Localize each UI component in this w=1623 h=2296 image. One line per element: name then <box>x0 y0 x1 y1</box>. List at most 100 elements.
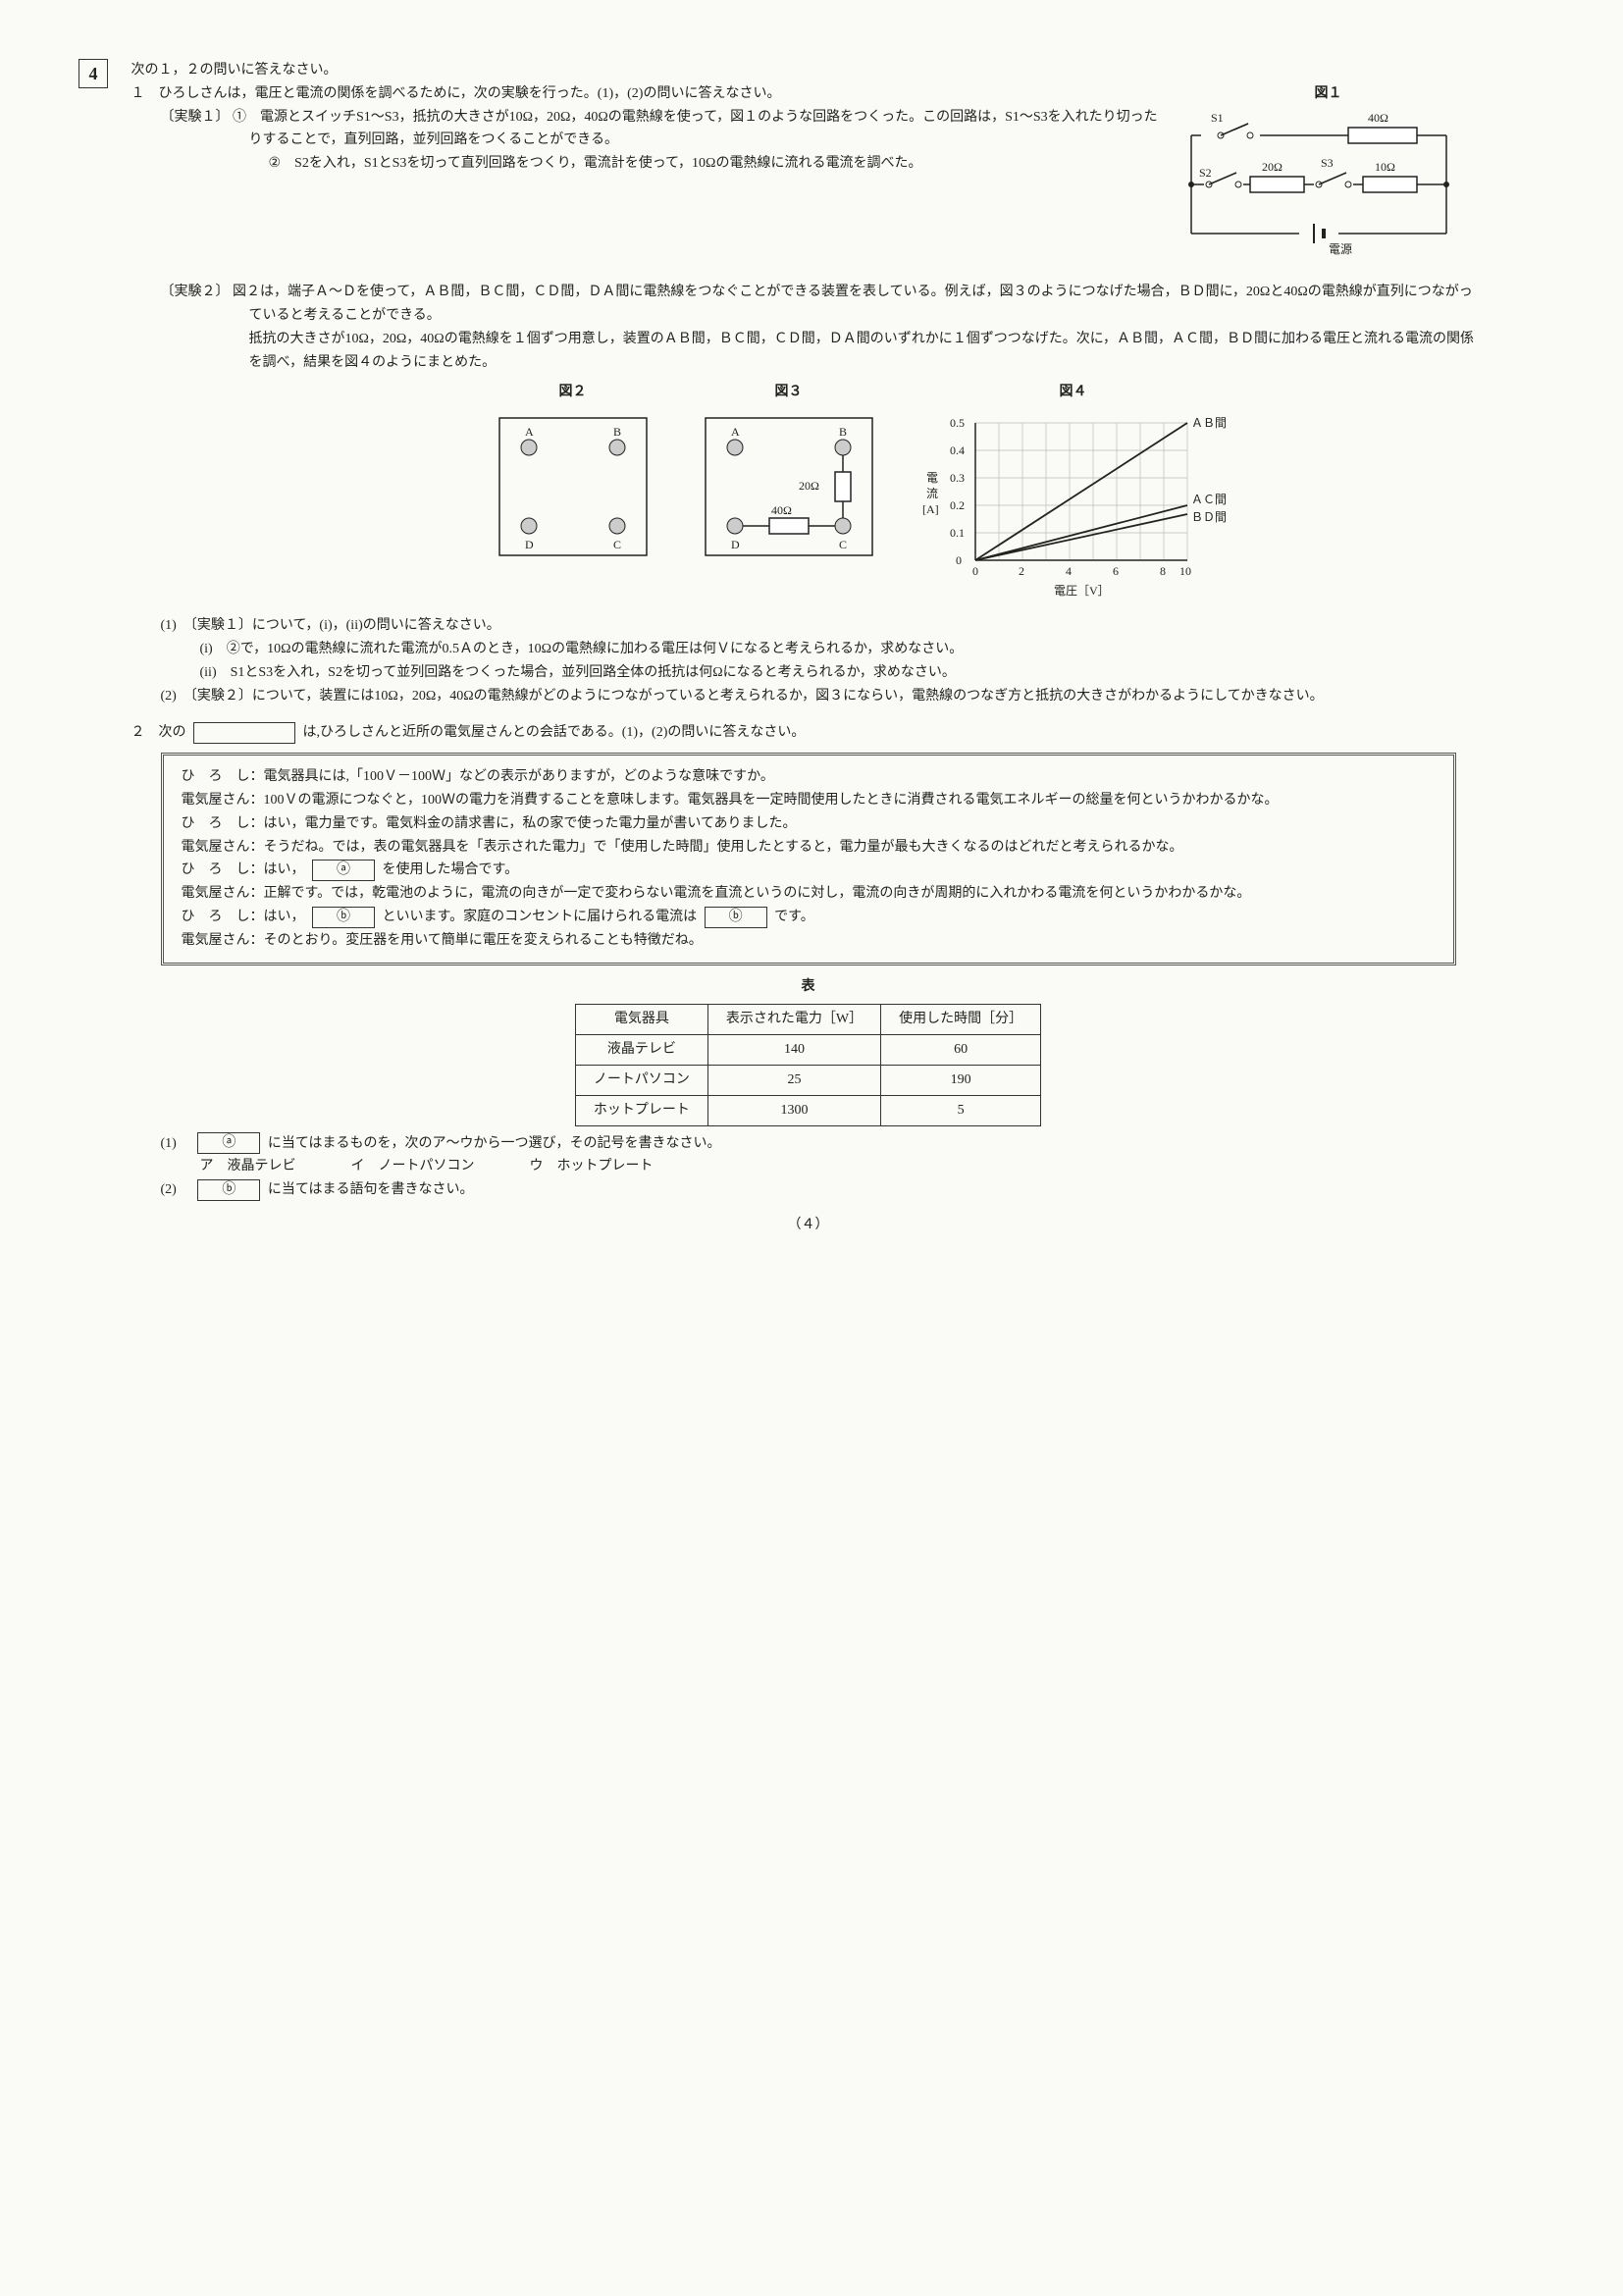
table-row: ノートパソコン 25 190 <box>575 1065 1040 1095</box>
svg-text:0.1: 0.1 <box>950 526 965 540</box>
dialog-line-5-post: を使用した場合です。 <box>383 862 519 877</box>
svg-text:D: D <box>731 538 740 551</box>
dialog-line-7: ひ ろ し：はい， ⓑ といいます。家庭のコンセントに届けられる電流は ⓑ です… <box>182 906 1436 929</box>
exp2-line1: 図２は，端子Ａ～Ｄを使って，ＡＢ間，ＢＣ間，ＣＤ間，ＤＡ間に電熱線をつなぐことが… <box>233 285 1473 323</box>
part1-q1ii: (ii) S1とS3を入れ，S2を切って並列回路をつくった場合，並列回路全体の抵… <box>200 661 1486 685</box>
table-cell: ノートパソコン <box>575 1065 707 1095</box>
svg-text:0: 0 <box>972 564 978 578</box>
svg-text:B: B <box>613 425 621 439</box>
dialog-line-5: ひ ろ し：はい， ⓐ を使用した場合です。 <box>182 859 1436 882</box>
table-cell: 140 <box>707 1035 880 1066</box>
svg-text:0.4: 0.4 <box>950 444 965 457</box>
fig1-title: 図１ <box>1172 82 1486 106</box>
part2-q1-pre: (1) <box>161 1136 190 1151</box>
table-cell: 190 <box>881 1065 1041 1095</box>
dialog-line-3: ひ ろ し：はい，電力量です。電気料金の請求書に，私の家で使った電力量が書いてあ… <box>182 812 1436 836</box>
blank-b-1: ⓑ <box>312 907 375 928</box>
question-number-box: 4 <box>79 59 108 88</box>
table-header-cell: 使用した時間［分］ <box>881 1005 1041 1035</box>
dialog-line-4: 電気屋さん：そうだね。では，表の電気器具を「表示された電力」で「使用した時間」使… <box>182 836 1436 860</box>
fig3-r20-label: 20Ω <box>799 479 819 493</box>
appliance-table: 電気器具 表示された電力［W］ 使用した時間［分］ 液晶テレビ 140 60 ノ… <box>575 1004 1041 1125</box>
dialog-blank-box <box>193 722 295 744</box>
fig4-yunit: [A] <box>922 502 939 516</box>
dialog-line-7-post: です。 <box>774 910 814 924</box>
fig4-title: 図４ <box>916 381 1230 404</box>
fig4-ylabel2: 流 <box>926 487 938 500</box>
main-body: 次の１，２の問いに答えなさい。 １ ひろしさんは，電圧と電流の関係を調べるために… <box>131 59 1486 1237</box>
svg-text:0.5: 0.5 <box>950 416 965 430</box>
table-cell: 5 <box>881 1095 1041 1125</box>
fig4-bd-label: ＢＤ間 <box>1191 510 1227 524</box>
svg-text:0.3: 0.3 <box>950 471 965 485</box>
svg-text:C: C <box>613 538 621 551</box>
fig4-ylabel1: 電 <box>926 471 938 485</box>
fig1-s1-label: S1 <box>1211 111 1224 125</box>
fig3-diagram: A B D C 20Ω 40Ω <box>691 403 887 570</box>
part1-q2: (2) 〔実験２〕について，装置には10Ω，20Ω，40Ωの電熱線がどのようにつ… <box>161 685 1486 708</box>
dialog-line-2: 電気屋さん：100Ｖの電源につなぐと，100Ｗの電力を消費することを意味します。… <box>182 789 1436 812</box>
svg-text:B: B <box>839 425 847 439</box>
dialog-line-7-pre: ひ ろ し：はい， <box>182 910 305 924</box>
fig1-s3-label: S3 <box>1321 156 1334 170</box>
table-cell: ホットプレート <box>575 1095 707 1125</box>
exp1-step1: ① 電源とスイッチS1～S3，抵抗の大きさが10Ω，20Ω，40Ωの電熱線を使っ… <box>233 110 1158 148</box>
fig2-diagram: A B D C <box>485 403 661 570</box>
dialog-line-6: 電気屋さん：正解です。では，乾電池のように，電流の向きが一定で変わらない電流を直… <box>182 882 1436 906</box>
intro-text: 次の１，２の問いに答えなさい。 <box>131 59 1486 82</box>
part2-lead-pre: ２ 次の <box>131 725 186 740</box>
part2-q1-post: に当てはまるものを，次のア～ウから一つ選び，その記号を書きなさい。 <box>268 1136 721 1151</box>
fig4-xlabel: 電圧［V］ <box>1054 584 1110 598</box>
page-number: （４） <box>131 1214 1486 1237</box>
dialog-line-8: 電気屋さん：そのとおり。変圧器を用いて簡単に電圧を変えられることも特徴だね。 <box>182 929 1436 953</box>
table-header-row: 電気器具 表示された電力［W］ 使用した時間［分］ <box>575 1005 1040 1035</box>
part2-q2-blank: ⓑ <box>197 1179 260 1201</box>
fig2-title: 図２ <box>485 381 661 404</box>
fig1-source-label: 電源 <box>1329 242 1352 256</box>
part2-q2-pre: (2) <box>161 1182 190 1197</box>
table-header-cell: 電気器具 <box>575 1005 707 1035</box>
svg-text:2: 2 <box>1019 564 1024 578</box>
table-row: ホットプレート 1300 5 <box>575 1095 1040 1125</box>
fig4-ac-label: ＡＣ間 <box>1191 493 1227 506</box>
part2-q2-post: に当てはまる語句を書きなさい。 <box>268 1182 474 1197</box>
fig1-s2-label: S2 <box>1199 166 1212 180</box>
table-cell: 1300 <box>707 1095 880 1125</box>
fig3-title: 図３ <box>691 381 887 404</box>
fig1-r10-label: 10Ω <box>1375 160 1395 174</box>
exp2-line2: 抵抗の大きさが10Ω，20Ω，40Ωの電熱線を１個ずつ用意し，装置のＡＢ間，ＢＣ… <box>249 328 1486 375</box>
blank-a: ⓐ <box>312 860 375 881</box>
table-title: 表 <box>131 975 1486 999</box>
fig4-ab-label: ＡＢ間 <box>1191 416 1227 430</box>
table-cell: 液晶テレビ <box>575 1035 707 1066</box>
exp1-label: 〔実験１〕 <box>161 110 230 125</box>
fig1-circuit: S1 40Ω S2 20Ω <box>1172 106 1466 273</box>
svg-text:10: 10 <box>1179 564 1191 578</box>
fig3-r40-label: 40Ω <box>771 503 792 517</box>
part1-q1i: (i) ②で，10Ωの電熱線に流れた電流が0.5Ａのとき，10Ωの電熱線に加わる… <box>200 638 1486 661</box>
dialog-line-5-pre: ひ ろ し：はい， <box>182 862 305 877</box>
blank-b-2: ⓑ <box>705 907 767 928</box>
table-cell: 60 <box>881 1035 1041 1066</box>
svg-text:D: D <box>525 538 534 551</box>
svg-text:6: 6 <box>1113 564 1119 578</box>
table-cell: 25 <box>707 1065 880 1095</box>
svg-text:C: C <box>839 538 847 551</box>
dialog-line-1: ひ ろ し：電気器具には,「100Ｖ－100Ｗ」などの表示がありますが，どのよう… <box>182 765 1436 789</box>
svg-text:A: A <box>525 425 534 439</box>
dialog-line-7-mid: といいます。家庭のコンセントに届けられる電流は <box>383 910 698 924</box>
svg-text:0: 0 <box>956 553 962 567</box>
table-header-cell: 表示された電力［W］ <box>707 1005 880 1035</box>
fig1-r20-label: 20Ω <box>1262 160 1283 174</box>
exp1-step2: ② S2を入れ，S1とS3を切って直列回路をつくり，電流計を使って，10Ωの電熱… <box>269 152 1162 176</box>
part2-lead-post: は,ひろしさんと近所の電気屋さんとの会話である。(1)，(2)の問いに答えなさい… <box>303 725 806 740</box>
fig1-r40-label: 40Ω <box>1368 111 1388 125</box>
table-row: 液晶テレビ 140 60 <box>575 1035 1040 1066</box>
dialog-box: ひ ろ し：電気器具には,「100Ｖ－100Ｗ」などの表示がありますが，どのよう… <box>161 753 1456 965</box>
part1-lead: １ ひろしさんは，電圧と電流の関係を調べるために，次の実験を行った。(1)，(2… <box>131 82 1162 106</box>
svg-text:8: 8 <box>1160 564 1166 578</box>
svg-text:A: A <box>731 425 740 439</box>
svg-text:4: 4 <box>1066 564 1072 578</box>
part1-q1-lead: (1) 〔実験１〕について，(i)，(ii)の問いに答えなさい。 <box>161 614 1486 638</box>
exp2-label: 〔実験２〕 <box>161 285 230 299</box>
